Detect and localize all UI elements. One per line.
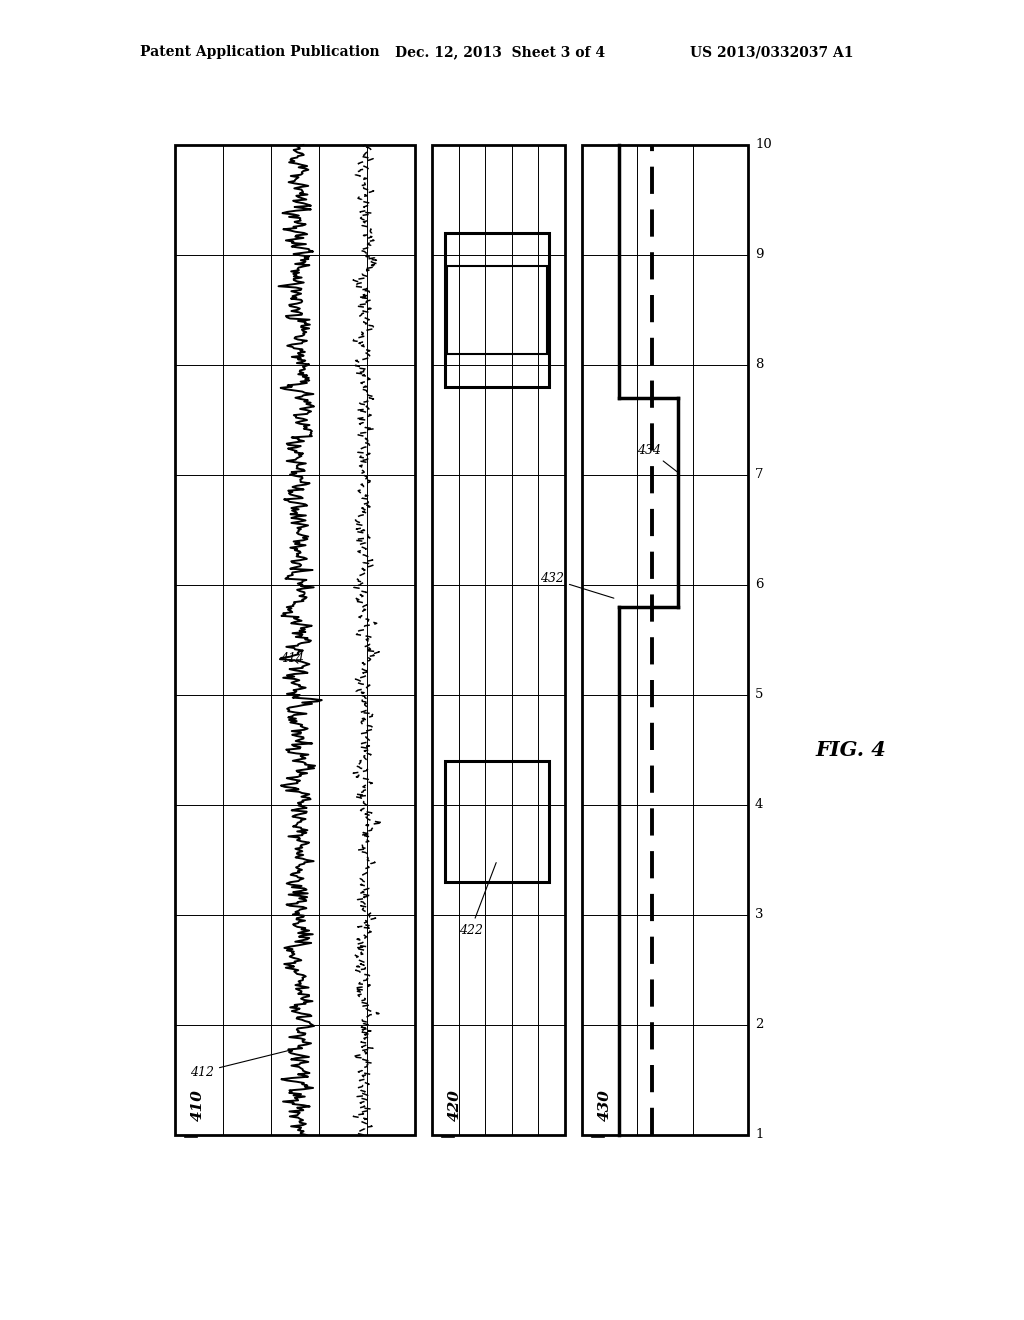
Text: 3: 3 bbox=[755, 908, 764, 921]
Bar bbox=[445, 234, 549, 387]
Text: 412: 412 bbox=[190, 1048, 300, 1078]
Text: US 2013/0332037 A1: US 2013/0332037 A1 bbox=[690, 45, 853, 59]
Text: 6: 6 bbox=[755, 578, 764, 591]
Bar bbox=[445, 762, 549, 882]
Text: Patent Application Publication: Patent Application Publication bbox=[140, 45, 380, 59]
Text: 9: 9 bbox=[755, 248, 764, 261]
Text: FIG. 4: FIG. 4 bbox=[815, 741, 886, 760]
Text: 422: 422 bbox=[459, 862, 497, 936]
Text: 5: 5 bbox=[755, 689, 763, 701]
Text: 8: 8 bbox=[755, 359, 763, 371]
Text: 434: 434 bbox=[637, 444, 679, 474]
Bar bbox=[432, 145, 565, 1135]
Text: 430: 430 bbox=[598, 1089, 612, 1121]
Text: 1: 1 bbox=[755, 1129, 763, 1142]
Text: 410: 410 bbox=[191, 1089, 205, 1121]
Text: 7: 7 bbox=[755, 469, 764, 482]
Bar bbox=[175, 145, 415, 1135]
Text: 432: 432 bbox=[540, 573, 613, 598]
Bar bbox=[447, 267, 547, 354]
Bar bbox=[582, 145, 748, 1135]
Text: 414: 414 bbox=[280, 652, 304, 664]
Text: 4: 4 bbox=[755, 799, 763, 812]
Text: 420: 420 bbox=[449, 1089, 462, 1121]
Text: 10: 10 bbox=[755, 139, 772, 152]
Text: Dec. 12, 2013  Sheet 3 of 4: Dec. 12, 2013 Sheet 3 of 4 bbox=[395, 45, 605, 59]
Text: 2: 2 bbox=[755, 1019, 763, 1031]
